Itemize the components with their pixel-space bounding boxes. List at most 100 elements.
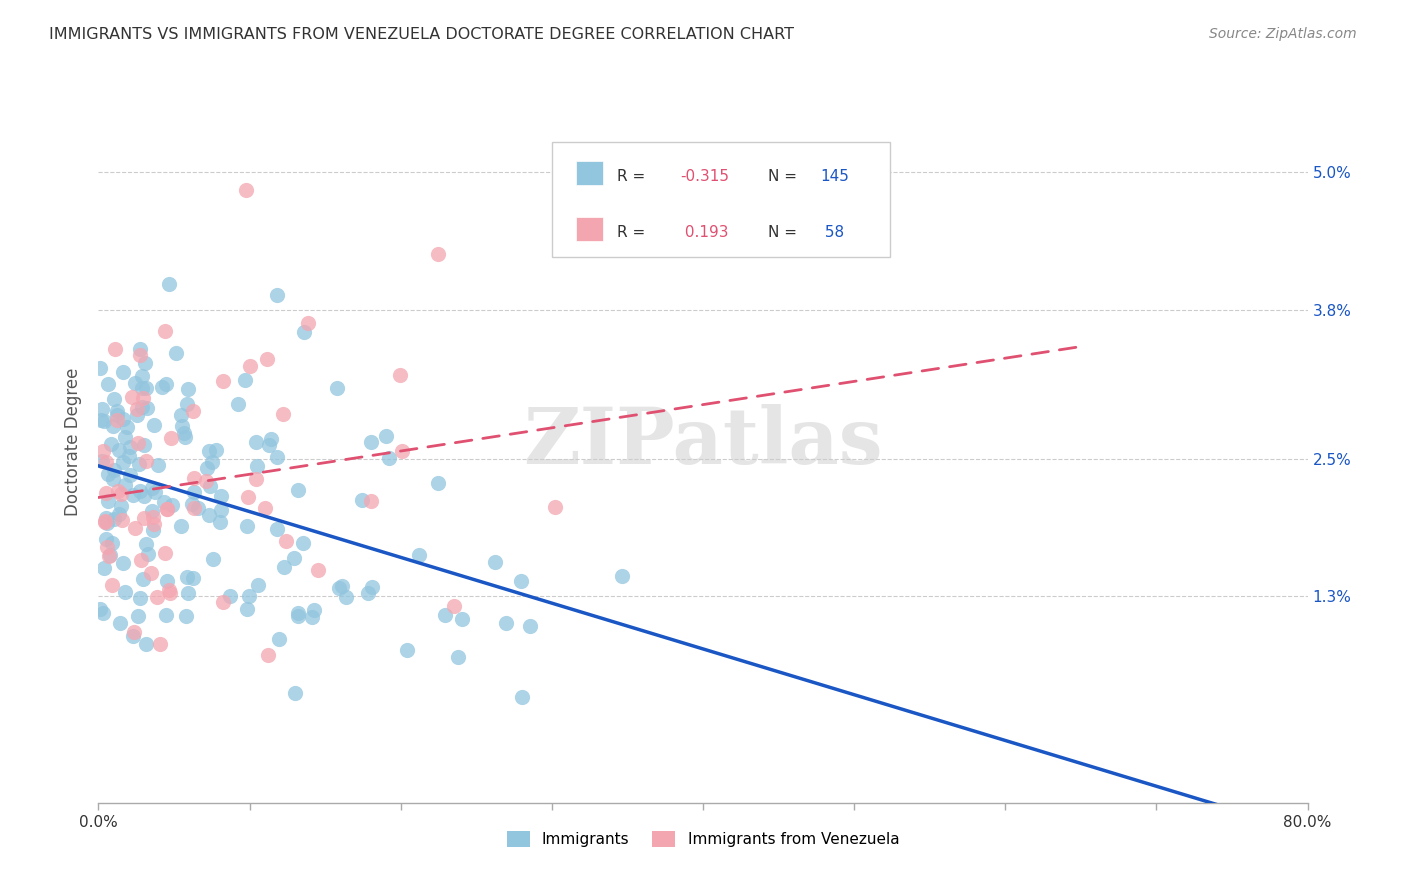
- Text: N =: N =: [768, 225, 803, 240]
- Point: [388, 368, 411, 382]
- Point: [287, 483, 309, 497]
- Point: [160, 432, 183, 446]
- Point: [98, 549, 121, 563]
- Point: [98, 548, 121, 562]
- Point: [326, 381, 349, 395]
- Point: [211, 595, 233, 609]
- Point: [408, 549, 430, 563]
- Point: [426, 476, 449, 491]
- Point: [114, 478, 136, 492]
- Point: [143, 485, 166, 500]
- Point: [97, 467, 120, 481]
- Point: [146, 458, 169, 472]
- Point: [209, 503, 232, 517]
- Point: [177, 586, 200, 600]
- Point: [177, 382, 200, 396]
- Point: [257, 438, 280, 452]
- Point: [112, 412, 135, 426]
- Point: [108, 443, 131, 458]
- Point: [103, 463, 125, 477]
- Point: [136, 401, 159, 416]
- Point: [131, 368, 153, 383]
- Point: [433, 607, 456, 622]
- Point: [131, 380, 153, 394]
- Point: [495, 616, 517, 631]
- Point: [149, 637, 172, 651]
- Point: [208, 515, 231, 529]
- FancyBboxPatch shape: [551, 142, 890, 257]
- Point: [129, 553, 152, 567]
- Point: [352, 493, 374, 508]
- Point: [443, 599, 465, 613]
- Point: [156, 502, 179, 516]
- Point: [110, 500, 132, 514]
- Point: [94, 455, 117, 469]
- Point: [245, 458, 267, 473]
- Point: [287, 606, 309, 620]
- Point: [256, 351, 278, 366]
- Point: [197, 444, 219, 458]
- Y-axis label: Doctorate Degree: Doctorate Degree: [65, 368, 83, 516]
- Point: [135, 536, 157, 550]
- Point: [198, 508, 221, 522]
- Point: [108, 508, 131, 522]
- Point: [361, 580, 384, 594]
- Point: [129, 342, 152, 356]
- Point: [173, 430, 195, 444]
- Point: [160, 498, 183, 512]
- Point: [93, 560, 115, 574]
- Point: [236, 490, 259, 504]
- Point: [155, 607, 177, 622]
- Point: [170, 408, 193, 422]
- Point: [170, 519, 193, 533]
- Point: [134, 356, 156, 370]
- Point: [218, 589, 240, 603]
- Point: [91, 606, 114, 620]
- Point: [238, 589, 260, 603]
- Point: [257, 648, 280, 662]
- Point: [124, 376, 146, 390]
- Point: [91, 444, 114, 458]
- Point: [173, 425, 195, 440]
- Point: [266, 450, 288, 464]
- Point: [125, 402, 148, 417]
- Point: [129, 348, 152, 362]
- Point: [97, 376, 120, 391]
- Point: [127, 436, 149, 450]
- Point: [294, 325, 316, 339]
- Point: [447, 649, 470, 664]
- Point: [245, 472, 267, 486]
- Point: [110, 487, 132, 501]
- Point: [136, 547, 159, 561]
- Point: [142, 509, 165, 524]
- Point: [360, 494, 382, 508]
- Point: [291, 535, 314, 549]
- Point: [328, 582, 350, 596]
- Point: [307, 563, 329, 577]
- Text: R =: R =: [617, 225, 650, 240]
- FancyBboxPatch shape: [576, 161, 603, 185]
- Point: [89, 602, 111, 616]
- Text: N =: N =: [768, 169, 803, 184]
- Point: [235, 182, 257, 196]
- Point: [181, 403, 204, 417]
- Point: [135, 637, 157, 651]
- Point: [360, 434, 382, 449]
- Point: [90, 413, 112, 427]
- Point: [157, 277, 180, 291]
- Point: [170, 418, 193, 433]
- Text: R =: R =: [617, 169, 650, 184]
- Point: [165, 346, 187, 360]
- Point: [103, 392, 125, 407]
- Point: [274, 534, 297, 549]
- Point: [427, 247, 450, 261]
- Point: [132, 511, 155, 525]
- Point: [233, 373, 256, 387]
- Point: [183, 501, 205, 516]
- Point: [96, 541, 118, 555]
- Point: [391, 443, 413, 458]
- Point: [181, 571, 204, 585]
- Point: [94, 532, 117, 546]
- Point: [198, 479, 221, 493]
- Point: [129, 483, 152, 498]
